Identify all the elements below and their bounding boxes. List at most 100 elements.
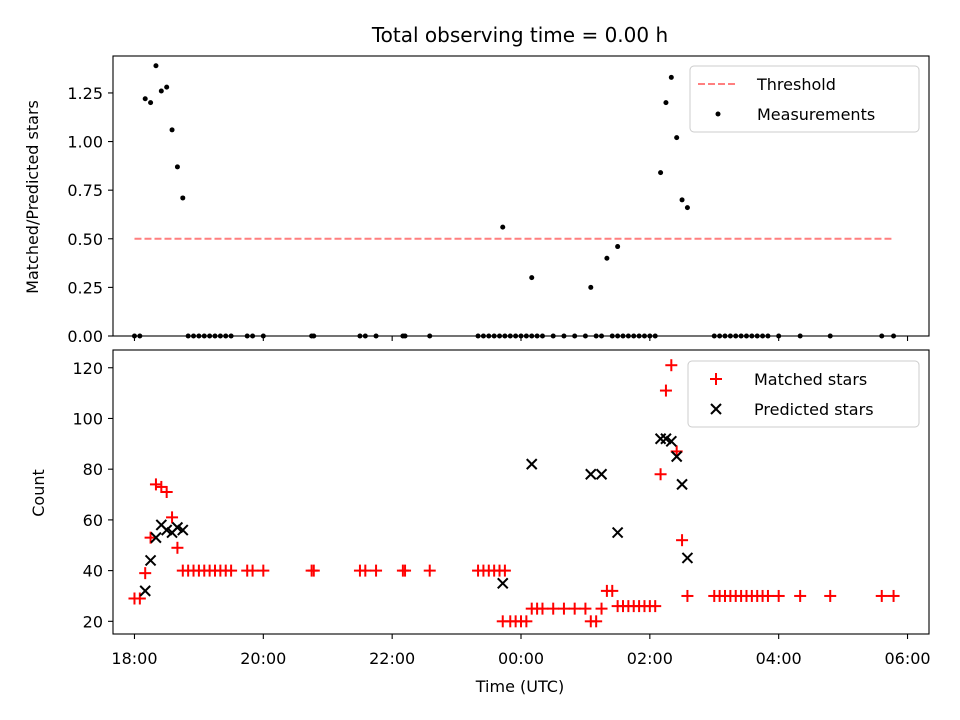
matched-star-point xyxy=(171,541,184,554)
matched-star-point xyxy=(824,589,837,602)
ratio-panel: Total observing time = 0.00 h 0.000.250.… xyxy=(23,23,930,346)
matched-star-point xyxy=(139,567,152,580)
ratio-y-tick-label: 0.00 xyxy=(67,327,103,346)
matched-star-point xyxy=(246,564,259,577)
x-tick-label: 02:00 xyxy=(627,649,673,668)
matched-star-point xyxy=(307,564,320,577)
ratio-legend: Threshold Measurements xyxy=(689,65,920,133)
predicted-star-point xyxy=(585,468,597,480)
matched-star-point xyxy=(225,564,238,577)
matched-star-point xyxy=(547,602,560,615)
matched-star-point xyxy=(166,511,179,524)
matched-star-point xyxy=(568,602,581,615)
matched-star-point xyxy=(659,384,672,397)
matched-star-point xyxy=(665,359,678,372)
x-tick-label: 22:00 xyxy=(369,649,415,668)
measurement-point xyxy=(658,170,664,176)
ratio-y-tick-label: 1.25 xyxy=(67,84,103,103)
predicted-star-point xyxy=(611,526,624,539)
matched-star-point xyxy=(520,615,533,628)
predicted-star-point xyxy=(177,524,189,536)
measurement-point xyxy=(174,164,180,170)
measurement-point xyxy=(679,197,685,203)
measurement-point xyxy=(663,100,669,106)
count-y-tick-label: 40 xyxy=(83,562,103,581)
matched-star-point xyxy=(399,564,412,577)
count-legend-box xyxy=(687,360,920,428)
matched-star-point xyxy=(557,602,570,615)
matched-star-point xyxy=(423,564,436,577)
measurement-point xyxy=(142,96,148,102)
chart-title: Total observing time = 0.00 h xyxy=(371,23,668,47)
count-plot-frame xyxy=(112,349,930,635)
predicted-star-point xyxy=(676,478,688,491)
matched-star-point xyxy=(257,564,270,577)
matched-star-point xyxy=(595,602,608,615)
count-y-tick-label: 80 xyxy=(83,460,103,479)
predicted-star-point xyxy=(144,554,157,567)
count-panel: 18:00 20:00 22:00 00:00 02:00 04:00 06:00 20 40 6… xyxy=(29,349,931,696)
matched-stars-points xyxy=(128,359,900,628)
count-y-tick-label: 120 xyxy=(72,359,103,378)
matched-star-point xyxy=(676,534,689,547)
measurement-point xyxy=(153,63,159,69)
measurements-legend-label: Measurements xyxy=(757,105,875,124)
measurement-point xyxy=(684,205,690,211)
ratio-y-tick-label: 0.25 xyxy=(67,278,103,297)
measurement-point xyxy=(529,275,535,281)
matched-star-point xyxy=(772,589,785,602)
predicted-star-point xyxy=(150,531,162,544)
matched-star-point xyxy=(133,592,146,605)
measurement-point xyxy=(148,100,154,106)
ratio-legend-box xyxy=(689,65,920,133)
measurements-legend-swatch xyxy=(715,111,721,117)
x-tick-label: 20:00 xyxy=(240,649,286,668)
threshold-legend-label: Threshold xyxy=(756,75,836,94)
predicted-star-point xyxy=(670,450,683,463)
ratio-y-tick-label: 0.75 xyxy=(67,181,103,200)
matched-star-point xyxy=(681,589,694,602)
x-axis-label: Time (UTC) xyxy=(475,677,564,696)
matched-star-point xyxy=(654,468,667,481)
count-y-tick-label: 60 xyxy=(83,511,103,530)
count-y-tick-label: 100 xyxy=(72,409,103,428)
matched-star-point xyxy=(606,584,619,597)
predicted-star-point xyxy=(497,577,509,589)
matched-star-point xyxy=(536,602,549,615)
matched-star-point xyxy=(160,486,173,498)
matched-star-point xyxy=(370,564,383,577)
matched-star-point xyxy=(649,600,662,613)
measurement-point xyxy=(164,84,170,90)
x-tick-label: 06:00 xyxy=(884,649,930,668)
count-y-axis-label: Count xyxy=(29,469,48,517)
matched-legend-swatch xyxy=(710,373,722,385)
matched-star-point xyxy=(590,615,603,628)
measurement-point xyxy=(158,88,164,94)
matched-star-point xyxy=(761,589,774,602)
measurement-point xyxy=(180,195,186,201)
matched-star-point xyxy=(875,589,888,602)
measurement-point xyxy=(674,135,680,141)
ratio-y-tick-label: 1.00 xyxy=(67,133,103,152)
predicted-star-point xyxy=(139,585,151,597)
x-tick-label: 18:00 xyxy=(111,649,157,668)
measurement-point xyxy=(169,127,175,133)
predicted-star-point xyxy=(665,435,678,447)
predicted-legend-swatch xyxy=(710,403,722,415)
measurement-point xyxy=(615,244,621,250)
matched-star-point xyxy=(887,589,900,602)
ratio-axis-ticks: 0.00 0.25 0.50 0.75 1.00 1.25 xyxy=(67,84,909,346)
matched-star-point xyxy=(359,564,372,577)
count-legend: Matched stars Predicted stars xyxy=(687,360,920,428)
matched-star-point xyxy=(155,480,168,493)
predicted-legend-label: Predicted stars xyxy=(754,400,874,419)
matched-legend-label: Matched stars xyxy=(754,370,867,389)
predicted-stars-points xyxy=(139,433,694,597)
ratio-y-tick-label: 0.50 xyxy=(67,230,103,249)
ratio-plot-frame xyxy=(112,55,930,337)
measurement-point xyxy=(588,284,594,290)
x-tick-label: 00:00 xyxy=(498,649,544,668)
matched-star-point xyxy=(794,589,807,602)
count-y-tick-label: 20 xyxy=(83,612,103,631)
